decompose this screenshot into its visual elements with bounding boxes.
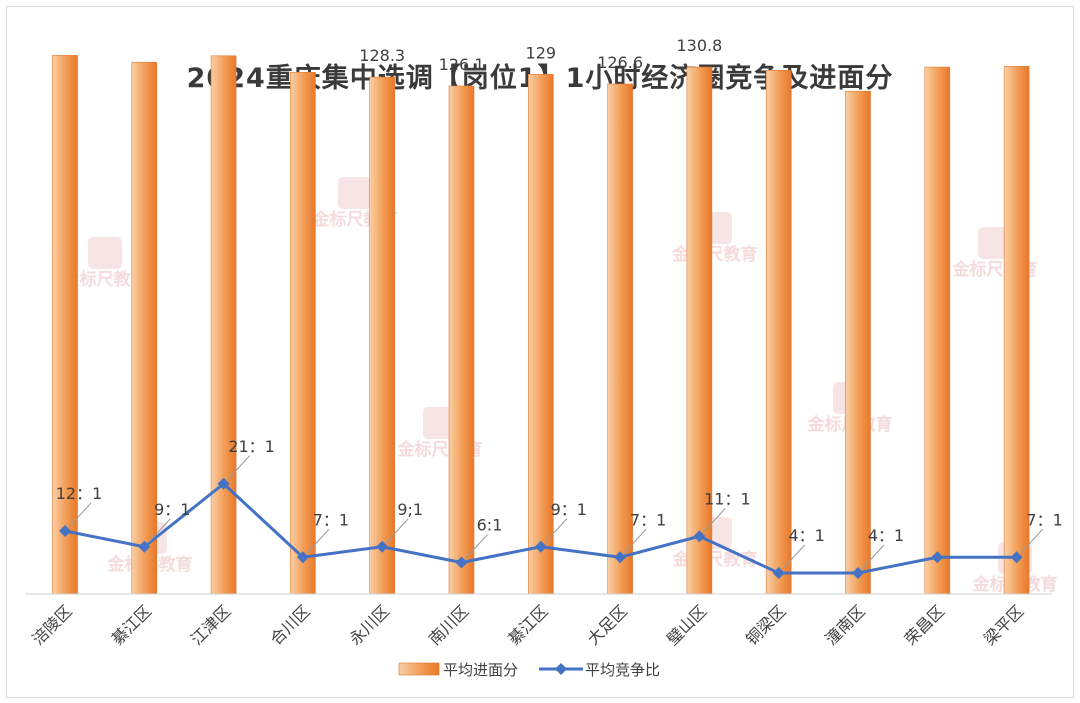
label-leader bbox=[544, 518, 568, 544]
watermark-logo bbox=[88, 237, 122, 269]
legend-marker bbox=[555, 663, 567, 675]
bar bbox=[527, 74, 554, 595]
line-point bbox=[138, 540, 151, 553]
bar bbox=[369, 76, 396, 595]
line-data-label: 7：1 bbox=[630, 510, 666, 529]
x-tick-label: 江津区 bbox=[187, 601, 234, 648]
line-point bbox=[1010, 551, 1023, 564]
line-data-label: 4：1 bbox=[868, 526, 904, 545]
line-series: 12：1 9：1 21：1 7：1 9;1 6:1 9：1 7：1 11：1 4：1 4：1 7：1 bbox=[56, 437, 1063, 579]
label-leader bbox=[1020, 528, 1043, 554]
line-point bbox=[931, 551, 944, 564]
line-point bbox=[693, 530, 706, 543]
label-leader bbox=[703, 507, 726, 533]
watermark-text: 金标尺教育 bbox=[62, 269, 148, 290]
line-data-label: 9：1 bbox=[154, 500, 190, 519]
line-data-label: 21：1 bbox=[228, 437, 275, 456]
x-tick-label: 大足区 bbox=[584, 601, 631, 648]
x-tick-labels: 涪陵区 綦江区 江津区 合川区 永川区 南川区 綦江区 大足区 璧山区 铜梁区 潼南区 荣昌区 梁平区 bbox=[28, 601, 1027, 648]
line-point bbox=[296, 551, 309, 564]
legend: 平均进面分 平均竞争比 bbox=[398, 661, 660, 679]
bar bbox=[131, 61, 158, 595]
label-leader bbox=[623, 528, 647, 554]
bar bbox=[924, 66, 951, 595]
line-data-label: 7：1 bbox=[1026, 510, 1062, 529]
bar bbox=[290, 72, 316, 595]
label-leader bbox=[68, 502, 92, 528]
x-tick-label: 永川区 bbox=[346, 601, 393, 648]
bar bbox=[52, 55, 78, 595]
line-data-label: 9：1 bbox=[551, 500, 587, 519]
x-tick-label: 綦江区 bbox=[504, 601, 551, 648]
label-leader bbox=[147, 518, 171, 544]
bar bbox=[607, 83, 633, 595]
bar-data-label: 128.3 bbox=[359, 46, 405, 65]
x-tick-label: 璧山区 bbox=[663, 601, 710, 648]
label-leader bbox=[861, 544, 885, 570]
watermark-text: 金标尺教育 bbox=[672, 244, 758, 265]
watermark-text: 金标尺教育 bbox=[672, 549, 758, 570]
bar bbox=[448, 85, 475, 595]
bar-series: 128.3 126.1 129 126.6 130.8 bbox=[52, 36, 1030, 595]
line-data-label: 7：1 bbox=[313, 510, 349, 529]
label-leader bbox=[306, 528, 330, 554]
bar-data-label: 129 bbox=[526, 43, 557, 62]
line-point bbox=[376, 540, 389, 553]
bar bbox=[686, 66, 713, 595]
label-leader bbox=[465, 534, 488, 559]
line-point bbox=[772, 567, 785, 579]
line-point bbox=[217, 477, 230, 490]
line-data-label: 12：1 bbox=[56, 484, 103, 503]
line-point bbox=[852, 567, 864, 579]
legend-label-bar: 平均进面分 bbox=[443, 661, 518, 679]
x-tick-label: 南川区 bbox=[425, 601, 472, 648]
bar bbox=[1003, 65, 1030, 595]
x-tick-label: 合川区 bbox=[266, 601, 313, 648]
line-data-label: 9;1 bbox=[397, 500, 423, 519]
line-point bbox=[614, 551, 627, 564]
bar-data-label: 126.1 bbox=[439, 55, 485, 74]
legend-swatch-bar bbox=[398, 662, 440, 676]
line-point bbox=[455, 556, 468, 569]
label-leader bbox=[385, 518, 409, 544]
label-leader bbox=[227, 455, 250, 481]
line-point bbox=[59, 525, 71, 537]
line-point bbox=[534, 540, 547, 553]
bar bbox=[845, 90, 871, 595]
x-tick-label: 綦江区 bbox=[108, 601, 155, 648]
legend-label-line: 平均竞争比 bbox=[585, 661, 660, 679]
x-tick-label: 涪陵区 bbox=[28, 601, 75, 648]
x-tick-label: 荣昌区 bbox=[901, 601, 948, 648]
x-tick-label: 铜梁区 bbox=[742, 601, 789, 648]
x-tick-label: 潼南区 bbox=[821, 601, 868, 648]
label-leader bbox=[782, 544, 806, 570]
line-data-label: 4：1 bbox=[789, 526, 825, 545]
bar bbox=[210, 55, 237, 595]
line-data-label: 11：1 bbox=[704, 489, 751, 508]
watermark-logo bbox=[423, 407, 457, 439]
line-data-label: 6:1 bbox=[477, 516, 503, 535]
watermark-logo bbox=[338, 177, 372, 209]
watermark-logo bbox=[978, 227, 1012, 259]
bar-data-label: 126.6 bbox=[597, 53, 643, 72]
bar bbox=[765, 69, 792, 595]
bar-data-label: 130.8 bbox=[676, 36, 722, 55]
x-tick-label: 梁平区 bbox=[980, 601, 1027, 648]
